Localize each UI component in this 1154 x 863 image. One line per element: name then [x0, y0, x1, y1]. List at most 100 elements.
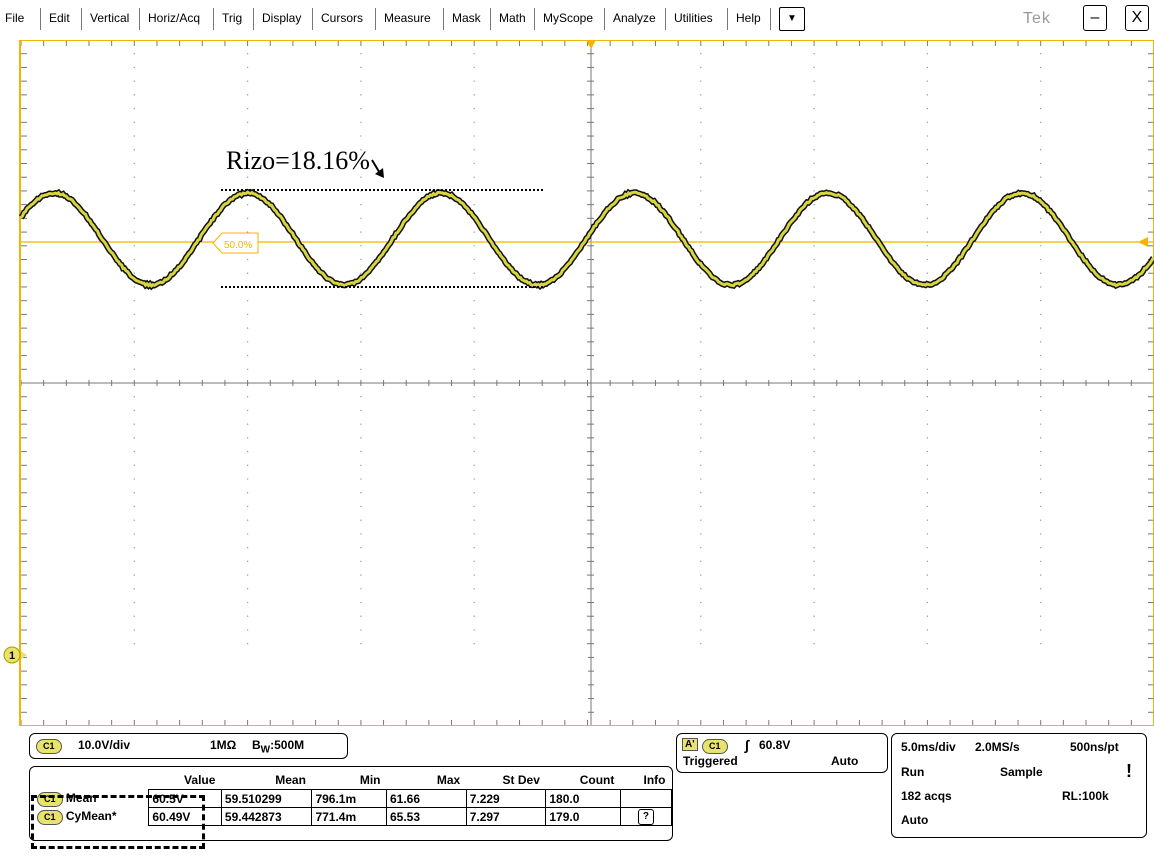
graticule-dot: [474, 616, 475, 617]
minimize-button[interactable]: –: [1083, 5, 1107, 31]
graticule-dot: [700, 561, 701, 562]
graticule-dot: [1040, 273, 1041, 274]
graticule-dot: [813, 465, 814, 466]
graticule-dot: [700, 437, 701, 438]
menu-separator: [81, 8, 82, 30]
menu-trig[interactable]: Trig: [222, 10, 242, 26]
graticule-dot: [360, 478, 361, 479]
graticule-dot: [700, 327, 701, 328]
graticule-dot: [1040, 451, 1041, 452]
menu-analyze[interactable]: Analyze: [613, 10, 656, 26]
graticule-dot: [360, 492, 361, 493]
graticule-dot: [360, 465, 361, 466]
graticule-dot: [360, 218, 361, 219]
graticule-dot: [813, 410, 814, 411]
graticule-dot: [1040, 108, 1041, 109]
graticule-dot: [474, 629, 475, 630]
graticule-dot: [474, 177, 475, 178]
help-icon[interactable]: ?: [638, 809, 654, 825]
menu-separator: [139, 8, 140, 30]
menu-file[interactable]: File: [5, 10, 24, 26]
graticule-dot: [700, 122, 701, 123]
close-button[interactable]: X: [1125, 5, 1149, 31]
menu-utilities[interactable]: Utilities: [674, 10, 713, 26]
graticule-dot: [813, 149, 814, 150]
trigger-panel[interactable]: A' C1 ∫ 60.8V Triggered Auto: [676, 733, 888, 773]
channel-settings-panel[interactable]: C1 10.0V/div 1MΩ BW:500M: [29, 733, 348, 759]
graticule-dot: [700, 273, 701, 274]
run-state: Run: [901, 765, 924, 779]
menu-myscope[interactable]: MyScope: [543, 10, 593, 26]
graticule-dot: [700, 410, 701, 411]
graticule-dot: [474, 643, 475, 644]
graticule-dot: [927, 410, 928, 411]
thermometer-icon: !: [1126, 761, 1132, 782]
graticule-dot: [134, 355, 135, 356]
menu-vertical[interactable]: Vertical: [90, 10, 129, 26]
graticule-dot: [587, 506, 588, 507]
menu-display[interactable]: Display: [262, 10, 301, 26]
graticule-dot: [813, 616, 814, 617]
graticule-dot: [360, 67, 361, 68]
graticule-dot: [813, 273, 814, 274]
graticule-dot: [247, 561, 248, 562]
graticule-dot: [700, 108, 701, 109]
menu-edit[interactable]: Edit: [49, 10, 70, 26]
graticule-dot: [813, 94, 814, 95]
graticule-dot: [134, 410, 135, 411]
graticule-dot: [927, 574, 928, 575]
menu-measure[interactable]: Measure: [384, 10, 431, 26]
menu-separator: [534, 8, 535, 30]
menu-cursors[interactable]: Cursors: [321, 10, 363, 26]
record-length: RL:100k: [1062, 789, 1109, 803]
graticule-dot: [474, 149, 475, 150]
graticule-dot: [1040, 547, 1041, 548]
graticule-dot: [360, 300, 361, 301]
measurement-info-cell[interactable]: ?: [620, 808, 671, 826]
graticule-dot: [134, 643, 135, 644]
header-min: Min: [312, 771, 387, 790]
graticule-dot: [1040, 423, 1041, 424]
trigger-level: 60.8V: [759, 738, 790, 752]
graticule-dot: [474, 588, 475, 589]
graticule-dot: [587, 245, 588, 246]
graticule-dot: [700, 520, 701, 521]
graticule-dot: [247, 314, 248, 315]
menu-math[interactable]: Math: [499, 10, 526, 26]
bandwidth-limit: BW:500M: [252, 738, 304, 755]
graticule-dot: [700, 506, 701, 507]
measurement-stdev: 7.297: [466, 808, 546, 826]
menu-dropdown-button[interactable]: ▼: [779, 7, 805, 31]
graticule-dot: [134, 122, 135, 123]
graticule-dot: [1040, 478, 1041, 479]
graticule-dot: [134, 547, 135, 548]
graticule-dot: [813, 135, 814, 136]
menu-horiz-acq[interactable]: Horiz/Acq: [148, 10, 200, 26]
graticule-dot: [1040, 94, 1041, 95]
acquisition-panel[interactable]: 5.0ms/div 2.0MS/s 500ns/pt Run Sample ! …: [891, 733, 1147, 838]
graticule-dot: [813, 588, 814, 589]
graticule-dot: [134, 341, 135, 342]
menu-mask[interactable]: Mask: [452, 10, 481, 26]
graticule-dot: [700, 451, 701, 452]
graticule-dot: [1040, 616, 1041, 617]
graticule-dot: [587, 616, 588, 617]
input-impedance: 1MΩ: [210, 738, 236, 752]
menu-separator: [213, 8, 214, 30]
graticule-dot: [813, 396, 814, 397]
graticule-dot: [247, 451, 248, 452]
waveform-display[interactable]: 50.0% 1 Rizo=18.16%: [0, 40, 1154, 726]
graticule-dot: [247, 643, 248, 644]
trigger-status: Triggered: [683, 754, 738, 768]
graticule-dot: [927, 602, 928, 603]
rising-edge-icon: ∫: [745, 737, 749, 753]
graticule-dots: [134, 40, 1042, 644]
graticule-dot: [474, 327, 475, 328]
acquisition-mode: Sample: [1000, 765, 1043, 779]
graticule-dot: [360, 53, 361, 54]
menu-help[interactable]: Help: [736, 10, 761, 26]
graticule-dot: [927, 300, 928, 301]
graticule-dot: [700, 190, 701, 191]
channel-1-marker-label: 1: [9, 650, 15, 662]
graticule-dot: [587, 547, 588, 548]
